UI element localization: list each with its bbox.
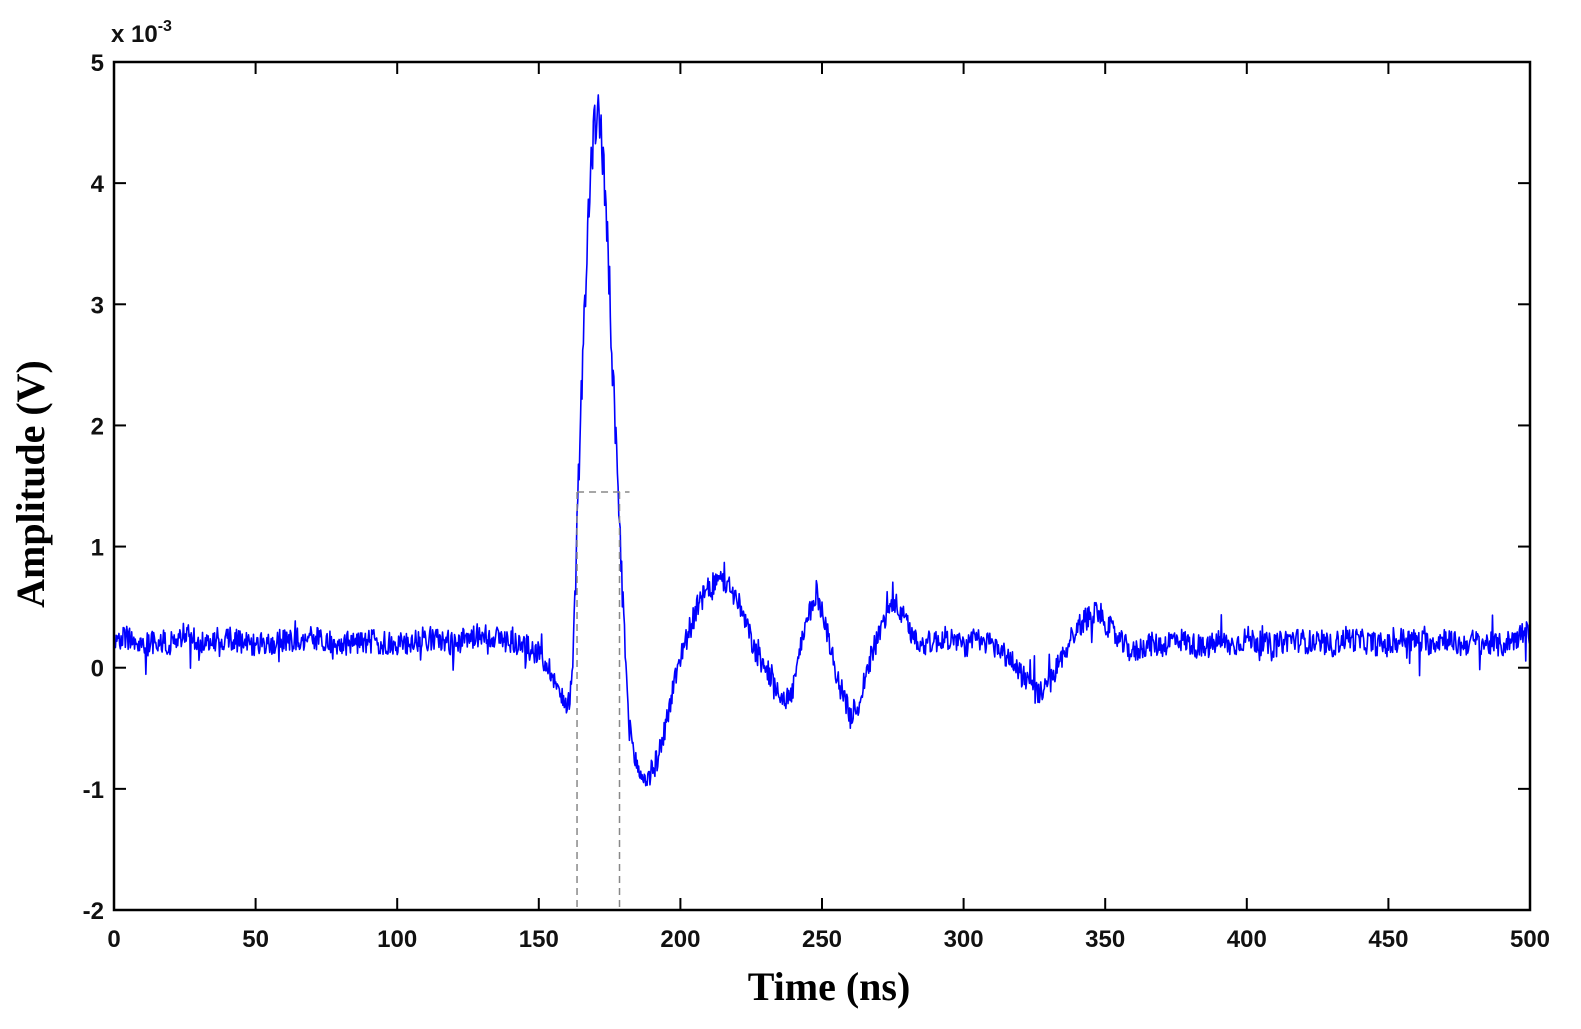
x-tick-labels: 0 50 100 150 200 250 300 350 400 450 500 xyxy=(107,926,1550,953)
y-tick-label: 4 xyxy=(91,171,105,198)
y-axis-title: Amplitude (V) xyxy=(8,360,53,608)
y-exponent-label: x 10-3 xyxy=(111,18,172,48)
y-tick-label: 3 xyxy=(91,292,104,319)
x-tick-label: 0 xyxy=(107,926,120,953)
x-tick-label: 500 xyxy=(1510,926,1550,953)
y-tick-label: -1 xyxy=(83,777,104,804)
x-axis-title: Time (ns) xyxy=(748,964,911,1009)
x-tick-label: 50 xyxy=(242,926,269,953)
y-tick-label: -2 xyxy=(83,898,104,925)
y-tick-label: 0 xyxy=(91,656,104,683)
y-tick-label: 5 xyxy=(91,50,104,77)
y-tick-label: 2 xyxy=(91,413,104,440)
y-tick-label: 1 xyxy=(91,535,104,562)
data-layer xyxy=(113,94,1531,787)
series-line xyxy=(113,94,1531,787)
x-tick-label: 350 xyxy=(1085,926,1125,953)
x-tick-label: 300 xyxy=(944,926,984,953)
y-exponent-power: -3 xyxy=(158,18,172,35)
x-tick-label: 250 xyxy=(802,926,842,953)
plot-frame xyxy=(112,60,1532,912)
y-exponent-base: x 10 xyxy=(111,21,158,48)
x-tick-label: 450 xyxy=(1368,926,1408,953)
y-tick-labels: -2 -1 0 1 2 3 4 5 xyxy=(83,50,105,925)
reference-lines xyxy=(576,491,630,910)
x-tick-label: 150 xyxy=(519,926,559,953)
x-tick-label: 200 xyxy=(660,926,700,953)
x-tick-label: 100 xyxy=(377,926,417,953)
x-tick-label: 400 xyxy=(1227,926,1267,953)
